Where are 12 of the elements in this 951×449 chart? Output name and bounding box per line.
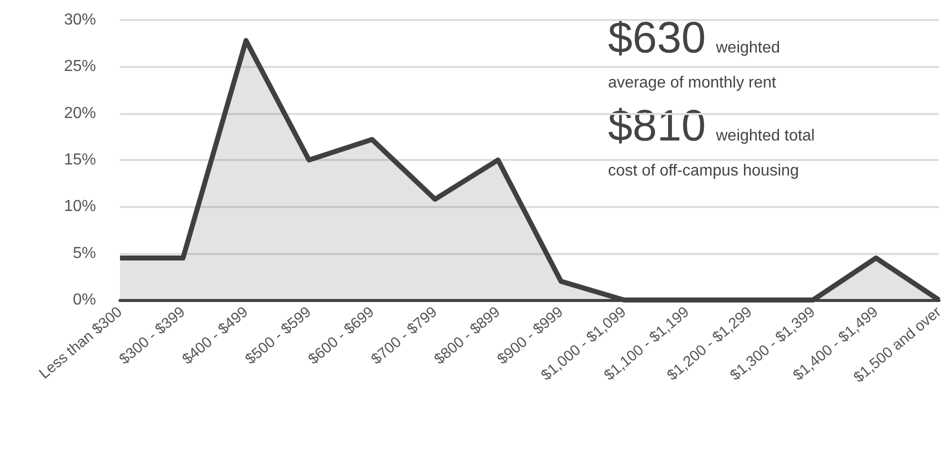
y-tick-label: 10% [64,198,96,216]
y-tick-label: 15% [64,152,96,168]
y-tick-label: 5% [72,244,96,262]
y-tick-label: 30% [64,12,96,28]
annotation: weighted total [715,128,815,144]
annotation: weighted [715,40,780,56]
annotation: $630 [608,14,706,62]
y-tick-label: 20% [64,104,96,122]
annotation: average of monthly rent [608,74,777,92]
y-tick-label: 25% [64,58,96,76]
y-tick-label: 0% [72,292,96,308]
annotation: cost of off-campus housing [608,162,799,180]
